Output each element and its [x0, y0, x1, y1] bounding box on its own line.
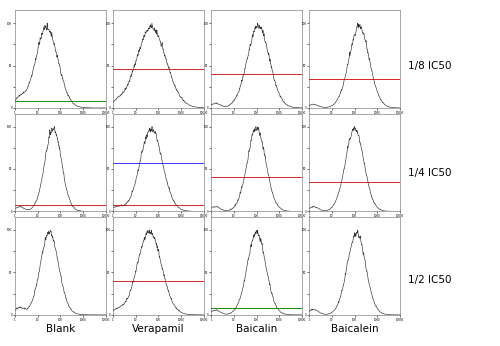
X-axis label: Verapamil: Verapamil — [132, 325, 185, 335]
Text: 1/2 IC50: 1/2 IC50 — [408, 275, 451, 285]
X-axis label: Baicalein: Baicalein — [331, 325, 378, 335]
Text: 1/8 IC50: 1/8 IC50 — [408, 61, 451, 71]
Text: 1/4 IC50: 1/4 IC50 — [408, 168, 451, 178]
X-axis label: Baicalin: Baicalin — [236, 325, 277, 335]
X-axis label: Blank: Blank — [46, 325, 75, 335]
